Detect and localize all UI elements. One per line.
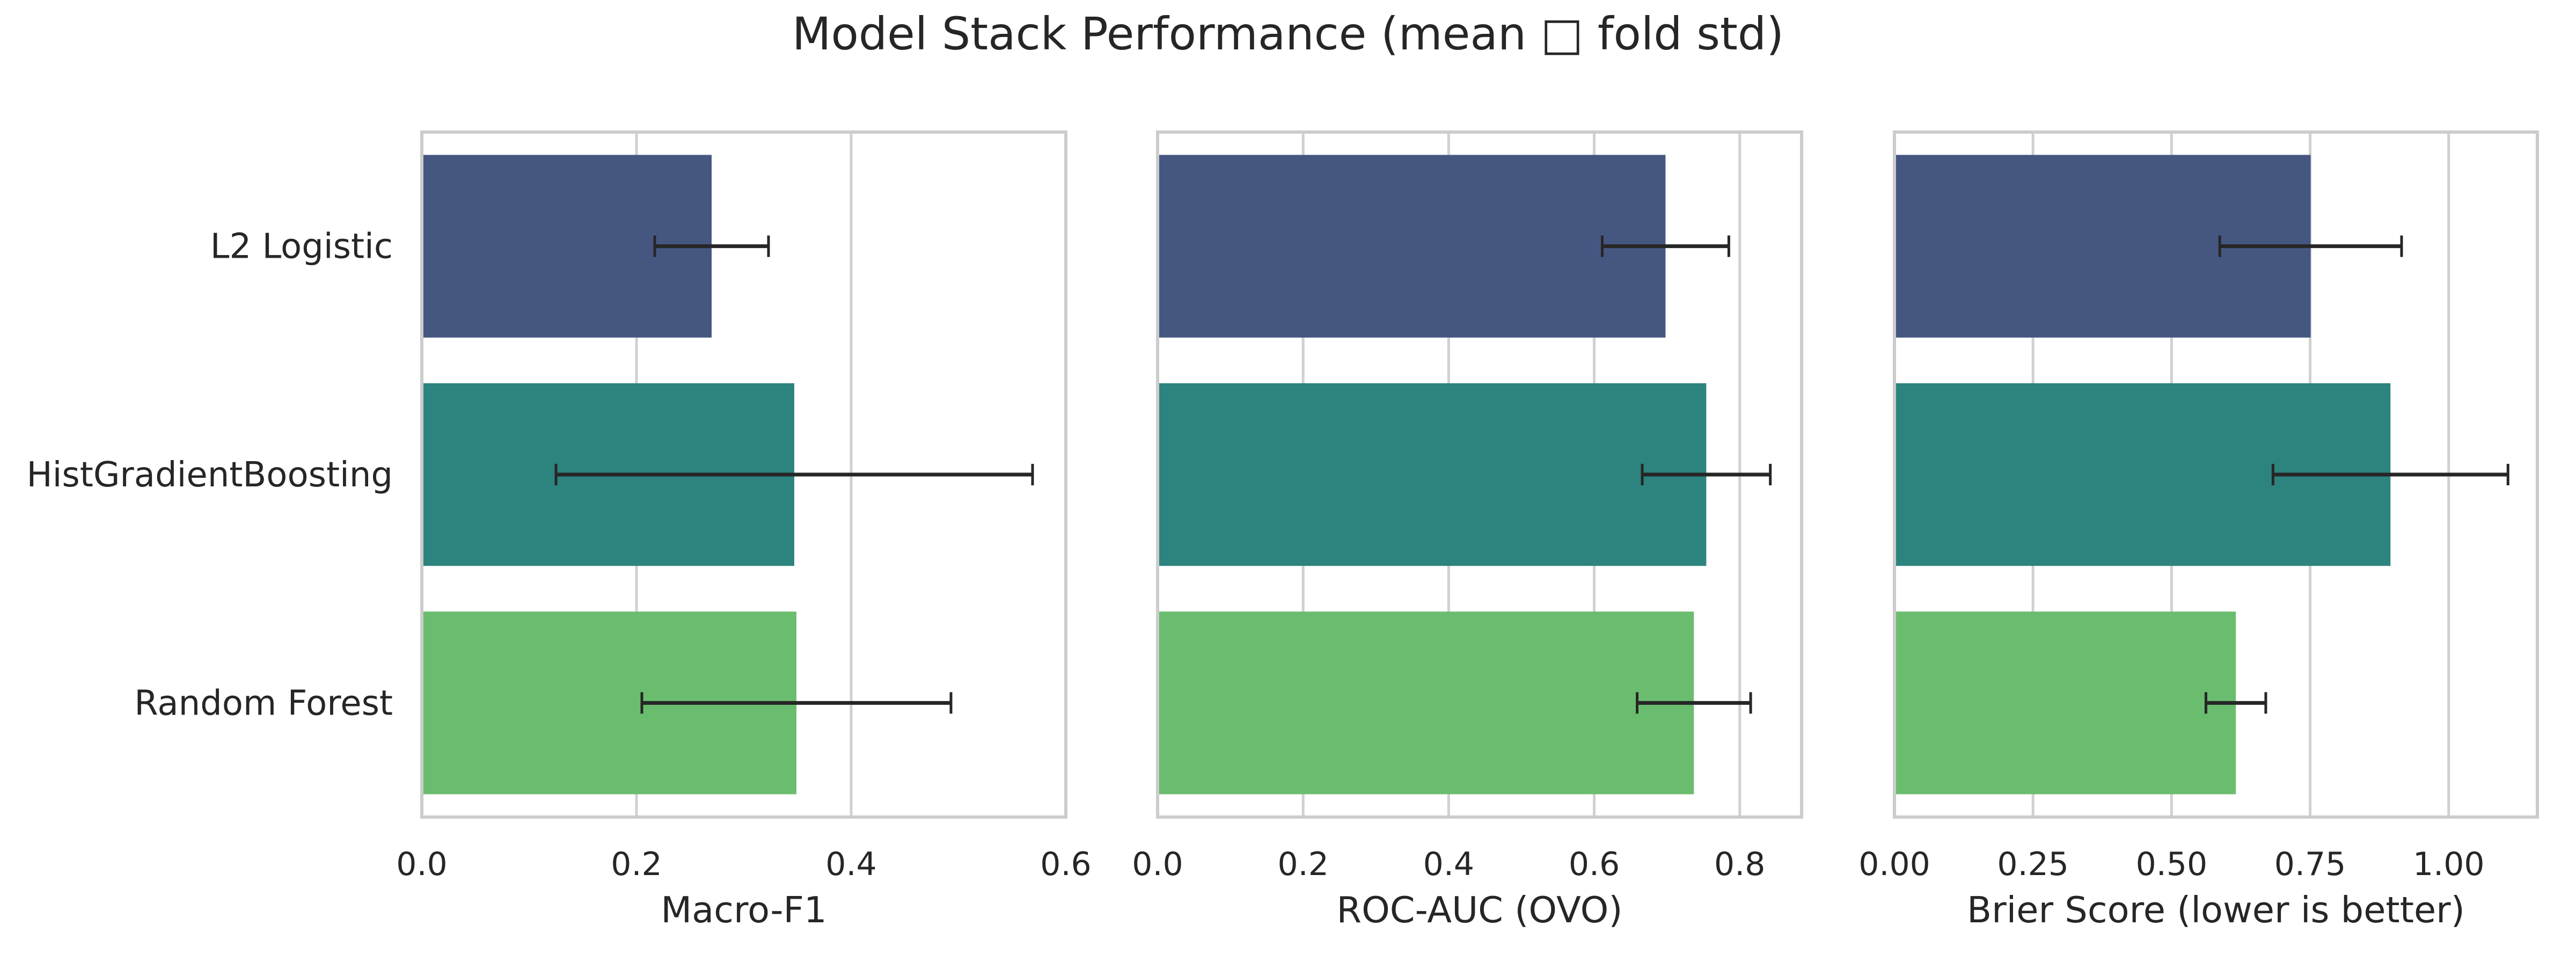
x-tick-label: 0.6 [1040,846,1091,883]
x-tick-label: 0.2 [1277,846,1328,883]
x-tick-label: 0.4 [1423,846,1474,883]
x-tick-label: 0.2 [611,846,662,883]
x-tick-label: 0.25 [1997,846,2069,883]
y-tick-label: Random Forest [134,683,393,723]
x-tick-label: 0.4 [825,846,876,883]
x-tick-label: 0.0 [1132,846,1183,883]
x-tick-label: 1.00 [2413,846,2485,883]
y-tick-label: HistGradientBoosting [26,455,393,495]
x-tick-label: 0.00 [1858,846,1930,883]
x-tick-label: 0.50 [2136,846,2208,883]
x-axis-label: Macro-F1 [661,889,826,931]
axes-frame [1893,130,2539,819]
x-axis-label: Brier Score (lower is better) [1967,889,2465,931]
bar [1894,611,2236,795]
bar [1158,611,1694,795]
x-tick-label: 0.6 [1569,846,1620,883]
x-tick-label: 0.0 [396,846,447,883]
axes-frame [420,130,1067,819]
x-tick-label: 0.75 [2274,846,2346,883]
chart-title: Model Stack Performance (mean □ fold std… [792,8,1784,60]
x-axis-label: ROC-AUC (OVO) [1337,889,1623,931]
bar [1158,383,1707,566]
x-tick-label: 0.8 [1714,846,1765,883]
axes-frame [1156,130,1803,819]
y-tick-label: L2 Logistic [210,227,393,267]
bar [1158,155,1666,338]
